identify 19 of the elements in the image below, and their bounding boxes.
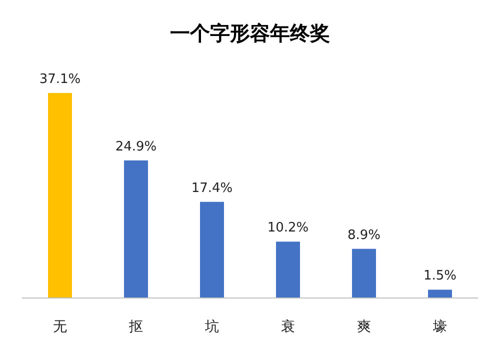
x-tick-label: 壕 [432, 319, 447, 335]
bar [124, 160, 148, 298]
data-label: 24.9% [115, 139, 157, 154]
x-tick-label: 坑 [204, 319, 219, 335]
data-label: 37.1% [39, 72, 81, 87]
data-label: 10.2% [267, 220, 309, 236]
x-tick-label: 抠 [128, 319, 143, 335]
chart-title: 一个字形容年终奖 [170, 21, 330, 45]
bar [352, 248, 376, 298]
data-label: 8.9% [347, 228, 381, 243]
bar [200, 202, 224, 298]
bar [48, 93, 72, 298]
data-label: 1.5% [423, 268, 457, 284]
data-label: 17.4% [191, 180, 233, 196]
x-tick-label: 无 [53, 319, 67, 335]
x-tick-label: 爽 [357, 319, 371, 335]
x-tick-label: 衰 [281, 319, 295, 335]
bar [276, 242, 300, 298]
bar [428, 290, 452, 298]
